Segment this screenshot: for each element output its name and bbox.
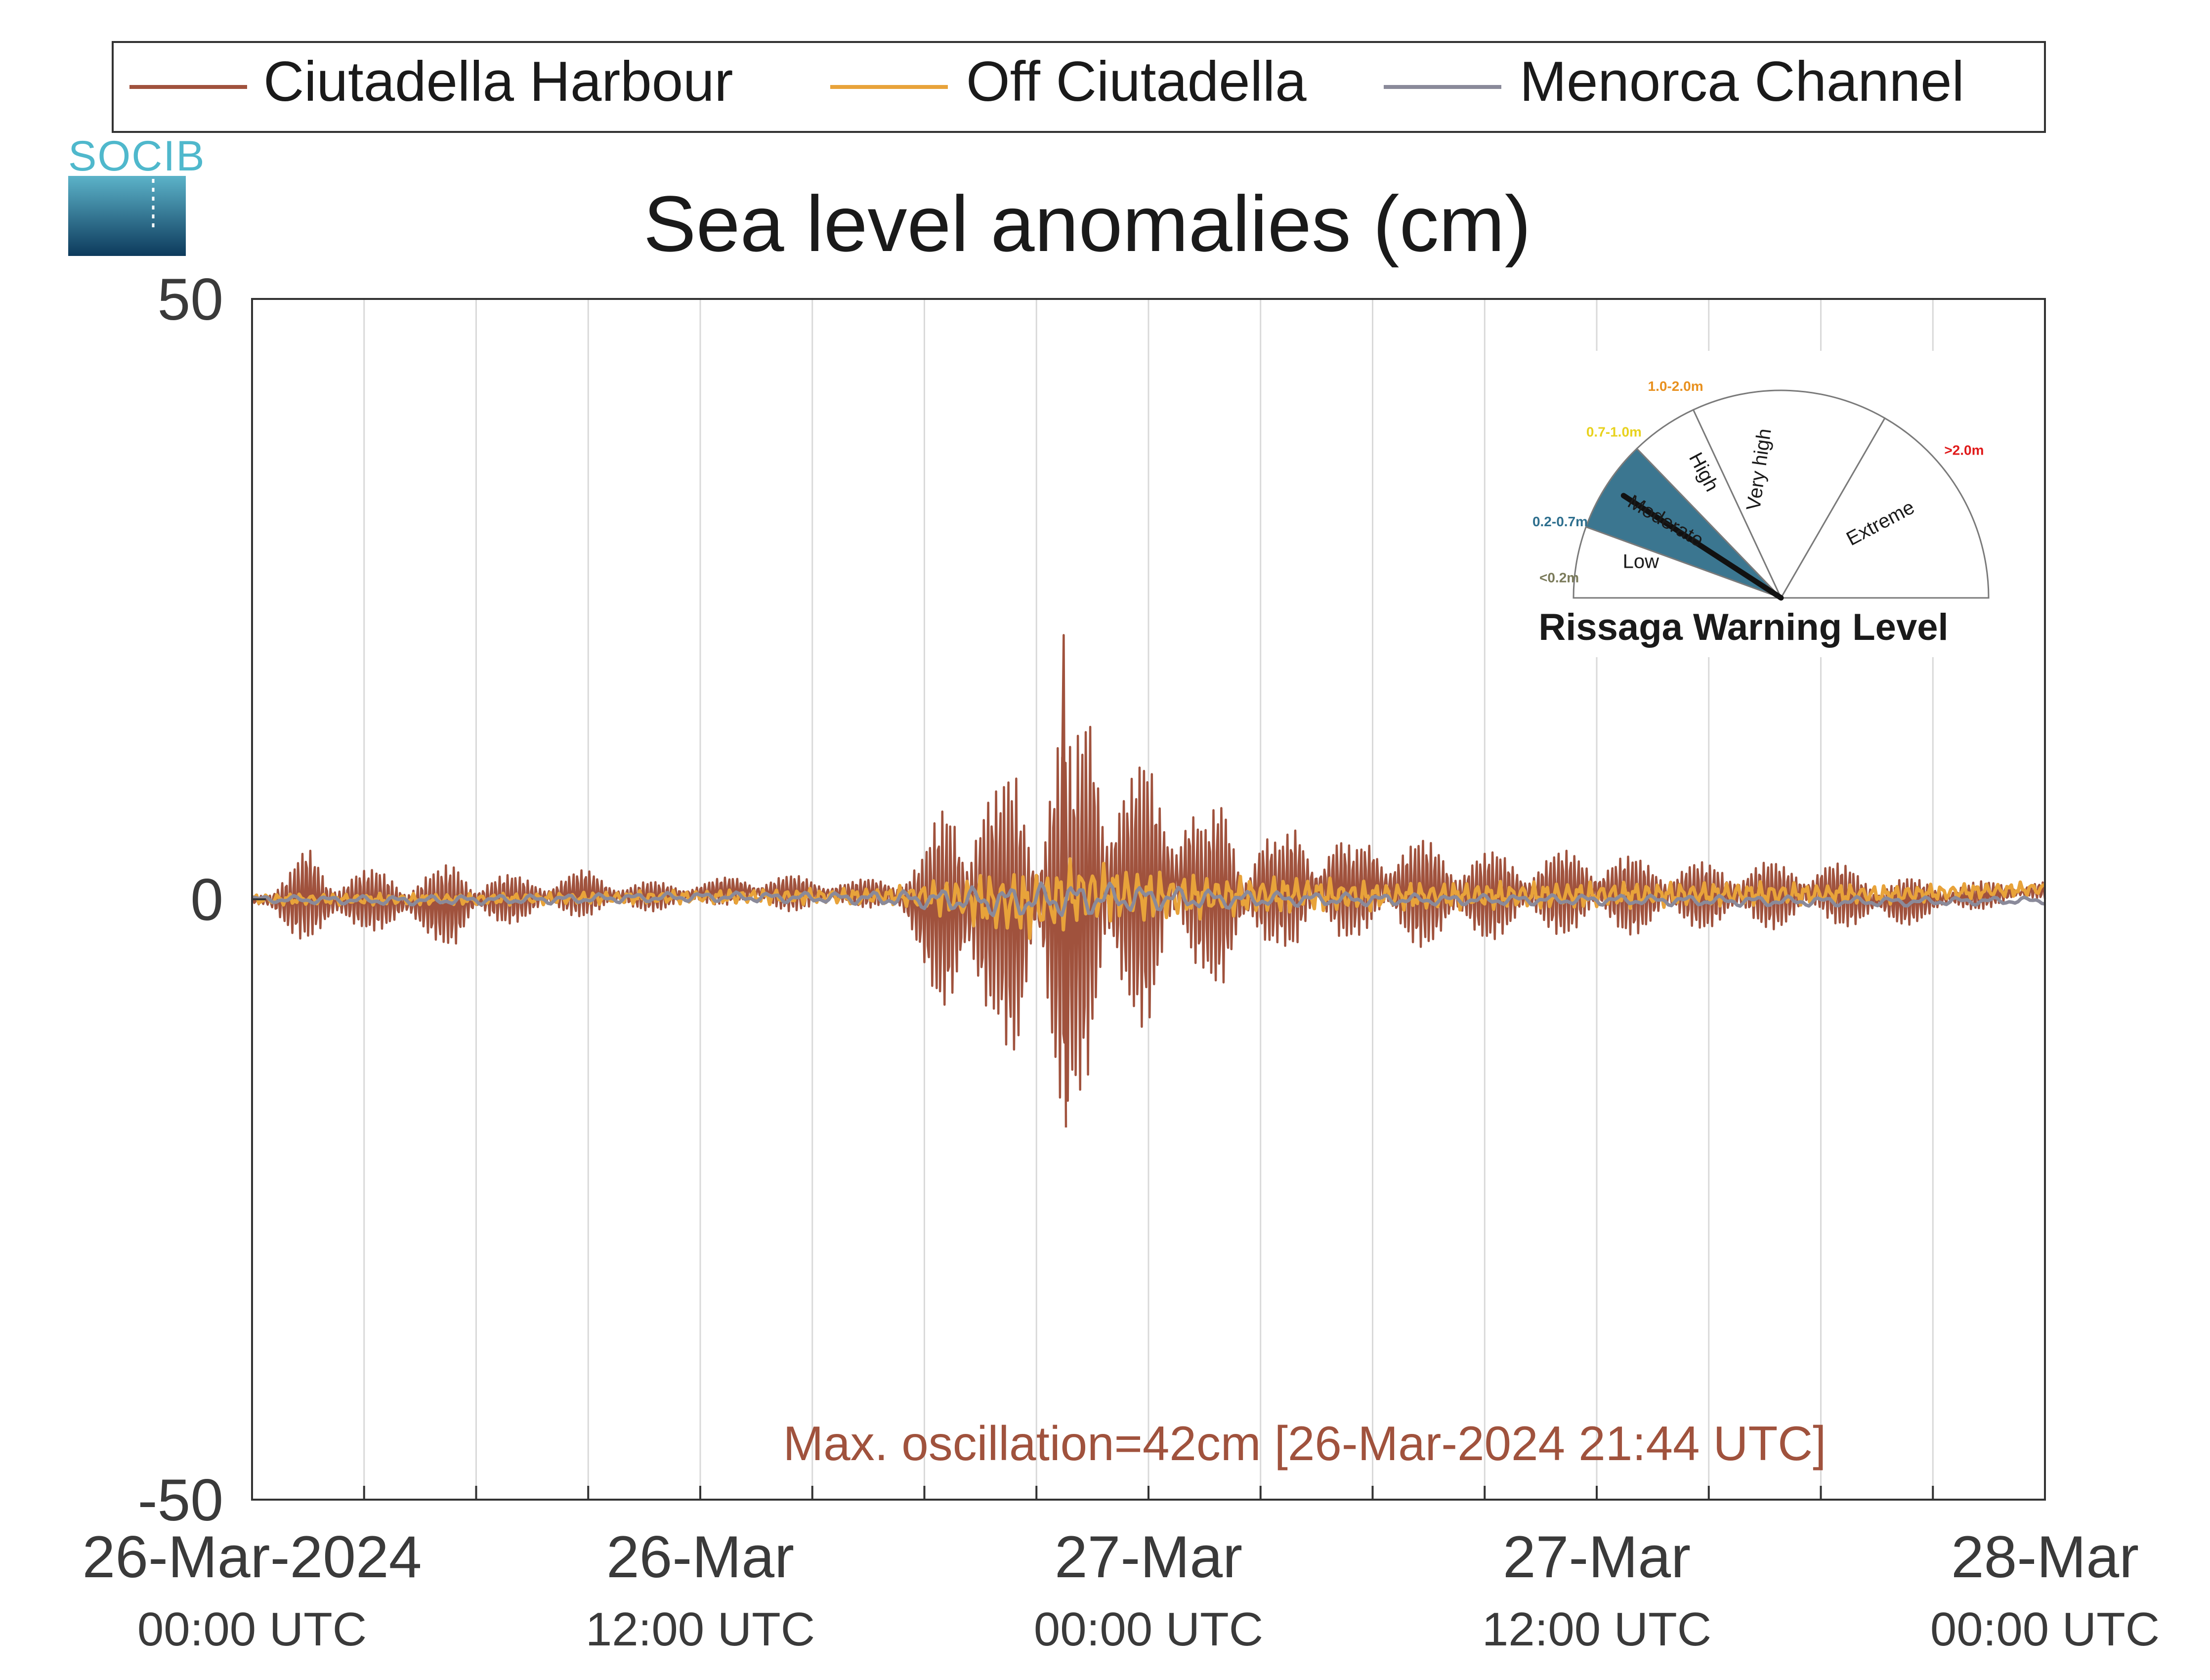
gauge-needle bbox=[1620, 493, 1784, 601]
x-tick-label-date: 27-Mar bbox=[1055, 1524, 1242, 1590]
legend-label-off-ciutadella: Off Ciutadella bbox=[966, 50, 1307, 113]
x-tick-label-time: 00:00 UTC bbox=[137, 1603, 367, 1656]
x-tick-label-date: 27-Mar bbox=[1503, 1524, 1691, 1590]
gauge-title: Rissaga Warning Level bbox=[1538, 606, 1948, 648]
gauge-label-low: Low bbox=[1623, 551, 1659, 573]
gauge-range-low: <0.2m bbox=[1539, 570, 1579, 586]
x-tick-label-time: 12:00 UTC bbox=[586, 1603, 815, 1656]
gauge-sector-extreme bbox=[1780, 417, 1990, 599]
gauge-range-moderate: 0.2-0.7m bbox=[1532, 514, 1588, 529]
x-tick-label-date: 26-Mar-2024 bbox=[82, 1524, 422, 1590]
legend: Ciutadella Harbour Off Ciutadella Menorc… bbox=[112, 41, 2046, 133]
socib-logo: SOCIB bbox=[68, 132, 206, 256]
legend-label-menorca-channel: Menorca Channel bbox=[1520, 50, 1964, 113]
series-line-menorca-channel bbox=[252, 881, 2045, 918]
legend-box bbox=[112, 41, 2046, 133]
chart-title: Sea level anomalies (cm) bbox=[643, 179, 1531, 268]
x-tick-label-date: 26-Mar bbox=[606, 1524, 794, 1590]
x-tick-label-time: 12:00 UTC bbox=[1482, 1603, 1711, 1656]
y-tick-label: -50 bbox=[138, 1467, 223, 1533]
legend-label-ciutadella-harbour: Ciutadella Harbour bbox=[263, 50, 733, 113]
y-tick-label: 0 bbox=[190, 867, 223, 933]
gauge-sector-moderate bbox=[1585, 447, 1782, 599]
max-oscillation-annotation: Max. oscillation=42cm [26-Mar-2024 21:44… bbox=[783, 1416, 1827, 1470]
series-layer bbox=[251, 634, 2046, 1128]
gauge-sector-low bbox=[1572, 526, 1782, 599]
socib-logo-text: SOCIB bbox=[68, 132, 206, 180]
y-tick-label: 50 bbox=[158, 266, 223, 333]
gauge-range-high: 0.7-1.0m bbox=[1586, 424, 1642, 440]
gauge-sector-very-high bbox=[1692, 389, 1886, 600]
x-tick-label-date: 28-Mar bbox=[1951, 1524, 2139, 1590]
x-tick-label-time: 00:00 UTC bbox=[1930, 1603, 2160, 1656]
gauge-range-very-high: 1.0-2.0m bbox=[1648, 378, 1703, 394]
gauge-range-extreme: >2.0m bbox=[1944, 443, 1984, 458]
x-tick-label-time: 00:00 UTC bbox=[1034, 1603, 1263, 1656]
gauge-sector-high bbox=[1636, 409, 1782, 599]
series-line-off-ciutadella bbox=[251, 857, 2046, 940]
